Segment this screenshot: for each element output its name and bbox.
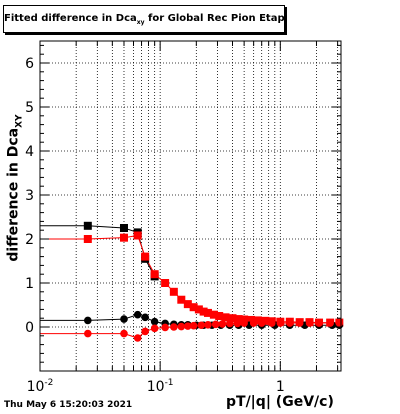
data-point-square — [209, 310, 218, 319]
x-tick-label: 10-2 — [27, 378, 54, 395]
data-point-circle — [141, 313, 149, 322]
y-tick-label: 4 — [25, 144, 34, 160]
data-point-square — [183, 300, 192, 309]
series-line — [87, 225, 156, 277]
y-tick-label: 2 — [25, 232, 34, 248]
data-point-square — [177, 295, 186, 304]
grid-lines — [39, 41, 341, 371]
data-point-circle — [218, 320, 227, 328]
y-tick-label: 1 — [25, 276, 34, 292]
chart-title-main: Fitted difference in Dca — [4, 13, 137, 24]
data-point-circle — [204, 321, 212, 329]
data-point-circle — [326, 319, 334, 327]
data-point-circle — [335, 319, 344, 327]
x-tick-label: 10-1 — [147, 378, 174, 395]
data-point-square — [83, 235, 92, 243]
data-point-square — [203, 308, 212, 317]
data-point-square — [234, 315, 243, 324]
data-point-circle — [161, 323, 169, 332]
y-tick-label: 0 — [25, 320, 34, 336]
data-point-circle — [150, 317, 159, 326]
x-axis-label: pT/|q| (GeV/c) — [226, 394, 334, 410]
y-tick-label: 6 — [25, 56, 34, 72]
data-point-circle — [189, 321, 198, 330]
y-tick-label: 3 — [25, 188, 34, 204]
data-point-circle — [133, 334, 142, 342]
data-point-circle — [257, 319, 266, 327]
y-tick-label: 5 — [25, 100, 34, 116]
y-axis-label-subscript: XY — [14, 114, 25, 128]
chart-title: Fitted difference in Dcaxy for Global Re… — [3, 5, 285, 33]
data-point-square — [161, 279, 170, 287]
data-point-circle — [177, 322, 186, 331]
data-point-circle — [315, 319, 323, 327]
plot-frame — [39, 40, 342, 372]
data-point-circle — [233, 319, 242, 328]
chart-title-rest: for Global Rec Pion EtapT — [144, 13, 285, 24]
data-point-circle — [240, 319, 248, 327]
data-point-square — [215, 312, 224, 320]
data-point-circle — [211, 320, 220, 329]
data-point-square — [141, 252, 150, 261]
data-point-circle — [305, 319, 314, 327]
axis-ticks — [39, 41, 341, 372]
data-point-square — [199, 307, 208, 316]
data-point-square — [246, 315, 255, 324]
data-point-circle — [120, 315, 128, 323]
data-point-circle — [276, 319, 285, 327]
data-point-circle — [170, 323, 178, 331]
data-point-circle — [286, 319, 294, 327]
data-point-square — [169, 287, 178, 296]
data-point-square — [150, 270, 159, 279]
data-point-circle — [226, 319, 234, 328]
data-markers — [83, 221, 344, 342]
data-point-circle — [141, 327, 149, 336]
data-point-square — [194, 305, 203, 314]
data-point-square — [119, 233, 128, 242]
x-tick-label: 1 — [276, 379, 285, 395]
data-point-square — [83, 221, 92, 230]
data-point-square — [189, 303, 198, 312]
data-point-square — [253, 316, 262, 325]
y-axis-label: difference in DcaXY — [6, 114, 25, 261]
y-axis-label-main: difference in Dca — [5, 127, 22, 262]
data-point-square — [119, 224, 128, 232]
data-point-circle — [133, 310, 142, 319]
tick-labels: 0 1 2 3 4 5 6 10-2 10-1 1 — [25, 56, 285, 395]
chart-title-subscript: xy — [136, 19, 145, 26]
data-point-circle — [120, 329, 128, 338]
data-point-circle — [268, 319, 276, 327]
data-point-circle — [150, 324, 159, 333]
data-point-circle — [84, 329, 92, 338]
data-point-square — [133, 231, 142, 240]
timestamp: Thu May 6 15:20:03 2021 — [4, 400, 133, 410]
data-point-square — [221, 313, 230, 322]
data-point-circle — [295, 319, 304, 327]
data-point-circle — [84, 316, 92, 325]
data-point-circle — [184, 322, 192, 330]
data-point-square — [228, 314, 237, 323]
data-point-circle — [197, 321, 206, 330]
data-point-square — [261, 316, 270, 325]
data-point-circle — [249, 319, 258, 327]
series-line — [87, 234, 340, 324]
